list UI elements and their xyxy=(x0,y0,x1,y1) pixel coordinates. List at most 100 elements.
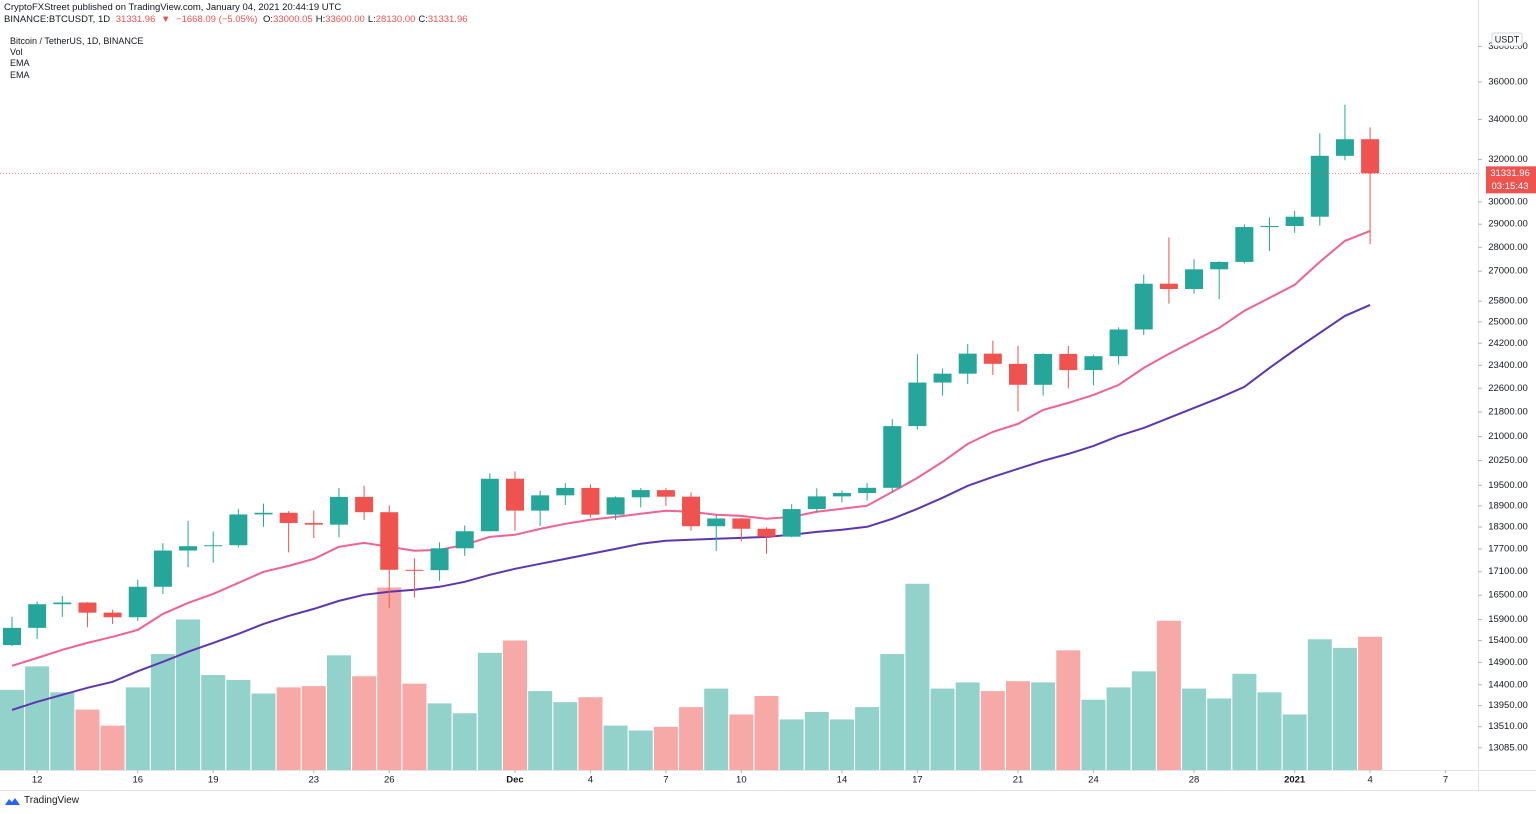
candle-body xyxy=(631,490,650,498)
ohlc-value: 33600.00 xyxy=(325,14,365,25)
ohlc-key: H: xyxy=(315,14,326,25)
y-tick-label: 17100.00 xyxy=(1488,566,1528,577)
x-tick-label: 12 xyxy=(32,775,43,786)
symbol-line: BINANCE:BTCUSDT, 1D 31331.96 ▼ −1668.09 … xyxy=(4,14,471,25)
ohlc-value: 31331.96 xyxy=(427,14,468,25)
candle-body xyxy=(28,604,47,628)
y-tick-label: 22600.00 xyxy=(1488,383,1528,394)
ohlc-value: 28130.00 xyxy=(375,14,416,25)
x-tick-label: 17 xyxy=(912,775,923,786)
candle-body xyxy=(656,490,675,497)
countdown: 03:15:43 xyxy=(1492,181,1529,192)
y-tick-label: 25000.00 xyxy=(1488,316,1528,327)
volume-bar xyxy=(980,691,1005,770)
candle-body xyxy=(1084,356,1103,371)
branding: TradingView xyxy=(24,795,79,806)
candle-body xyxy=(807,496,826,510)
candle-body xyxy=(883,426,902,488)
volume-bar xyxy=(628,730,653,770)
candle-body xyxy=(329,496,348,525)
candle-body xyxy=(53,602,72,605)
candle-body xyxy=(1134,283,1153,330)
symbol: BINANCE:BTCUSDT, 1D xyxy=(4,14,111,25)
candle-body xyxy=(933,373,952,383)
ohlc-key: L: xyxy=(367,14,376,25)
candle-body xyxy=(1159,283,1178,289)
candle-body xyxy=(229,514,248,546)
x-tick-label: 7 xyxy=(663,775,668,786)
candle-body xyxy=(254,512,273,515)
candle-body xyxy=(506,478,524,511)
volume-bar xyxy=(679,707,704,770)
candle-body xyxy=(355,496,374,513)
candle-body xyxy=(1310,155,1329,217)
currency-badge xyxy=(1491,32,1523,47)
y-tick-label: 14400.00 xyxy=(1488,679,1528,690)
candle-body xyxy=(480,478,499,532)
volume-bar xyxy=(326,655,351,770)
volume-bar xyxy=(729,714,754,770)
y-tick-label: 16500.00 xyxy=(1488,590,1528,601)
volume-bar xyxy=(452,713,477,770)
candle-body xyxy=(204,545,223,547)
volume-bar xyxy=(1106,687,1131,770)
candle-body xyxy=(707,518,726,527)
candle-body xyxy=(1185,269,1204,289)
x-tick-label: 24 xyxy=(1088,775,1099,786)
candle-body xyxy=(153,550,172,587)
y-tick-label: 25800.00 xyxy=(1488,296,1528,307)
volume-bar xyxy=(1358,636,1383,770)
legend-item: EMA xyxy=(10,58,30,68)
volume-bar xyxy=(150,654,175,770)
indicator: EMA xyxy=(10,58,30,68)
volume-bar xyxy=(301,686,326,770)
last-price: 31331.96 xyxy=(115,14,156,25)
publisher: CryptoFXStreet published on TradingView.… xyxy=(4,2,342,13)
ohlc-key: O: xyxy=(263,14,274,25)
volume-bar xyxy=(1282,714,1307,770)
x-tick-label: 14 xyxy=(837,775,848,786)
y-tick-label: 34000.00 xyxy=(1488,114,1528,125)
volume-bar xyxy=(377,587,402,770)
volume-bar xyxy=(528,691,553,770)
candle-body xyxy=(1285,216,1304,226)
volume-bar xyxy=(704,688,729,770)
volume-layer xyxy=(0,583,1383,770)
x-tick-label: 21 xyxy=(1013,775,1024,786)
volume-bar xyxy=(226,679,251,770)
candle-body xyxy=(3,627,21,646)
y-tick-label: 13510.00 xyxy=(1488,721,1528,732)
y-tick-label: 30000.00 xyxy=(1488,196,1528,207)
volume-bar xyxy=(553,702,578,770)
candle-body xyxy=(103,612,122,618)
candle-body xyxy=(983,353,1002,364)
x-tick-label: 23 xyxy=(309,775,320,786)
candle-body xyxy=(858,487,877,494)
candle-body xyxy=(405,569,424,571)
volume-bar xyxy=(754,696,779,770)
candle-body xyxy=(455,531,474,549)
volume-bar xyxy=(779,719,804,770)
volume-bar xyxy=(1332,647,1357,770)
volume-bar xyxy=(603,725,628,770)
y-tick-label: 20250.00 xyxy=(1488,455,1528,466)
y-tick-label: 21800.00 xyxy=(1488,406,1528,417)
candle-body xyxy=(908,382,927,427)
y-tick-label: 14900.00 xyxy=(1488,657,1528,668)
legend-title: Bitcoin / TetherUS, 1D, BINANCE xyxy=(10,36,143,46)
candle-body xyxy=(556,487,575,496)
volume-bar xyxy=(352,676,377,770)
change-arrow: ▼ xyxy=(161,14,171,25)
volume-bar xyxy=(578,697,603,770)
candle-body xyxy=(179,546,198,551)
candle-body xyxy=(1235,227,1254,262)
x-tick-label: 28 xyxy=(1189,775,1200,786)
volume-bar xyxy=(1232,673,1257,770)
y-tick-label: 18900.00 xyxy=(1488,500,1528,511)
legend-item: EMA xyxy=(10,70,30,80)
candle-body xyxy=(128,586,147,618)
volume-bar xyxy=(1182,688,1207,770)
y-tick-label: 24200.00 xyxy=(1488,338,1528,349)
